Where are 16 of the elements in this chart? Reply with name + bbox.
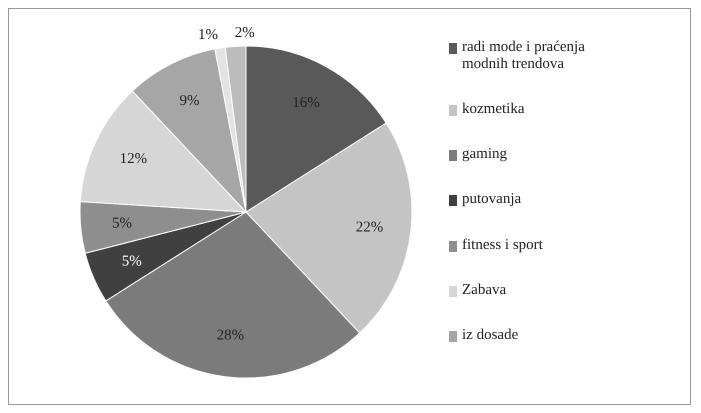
data-label: 5% [122,253,142,270]
data-label: 16% [292,94,320,111]
legend-label: fitness i sport [462,236,544,254]
data-label: 1% [198,26,218,43]
data-label: 12% [120,150,148,167]
legend-label: gaming [462,146,508,164]
data-label: 28% [216,328,244,344]
legend-label: kozmetika [462,101,526,118]
data-label: 2% [234,25,255,42]
legend-label: radi mode i praćenja modnih trendova [462,39,586,73]
data-label: 5% [112,216,132,232]
data-label: 22% [356,220,384,236]
legend-label: putovanja [462,191,522,208]
legend-label: Zabava [462,282,508,299]
data-label: 9% [179,93,200,110]
legend-label: iz dosade [462,326,520,344]
